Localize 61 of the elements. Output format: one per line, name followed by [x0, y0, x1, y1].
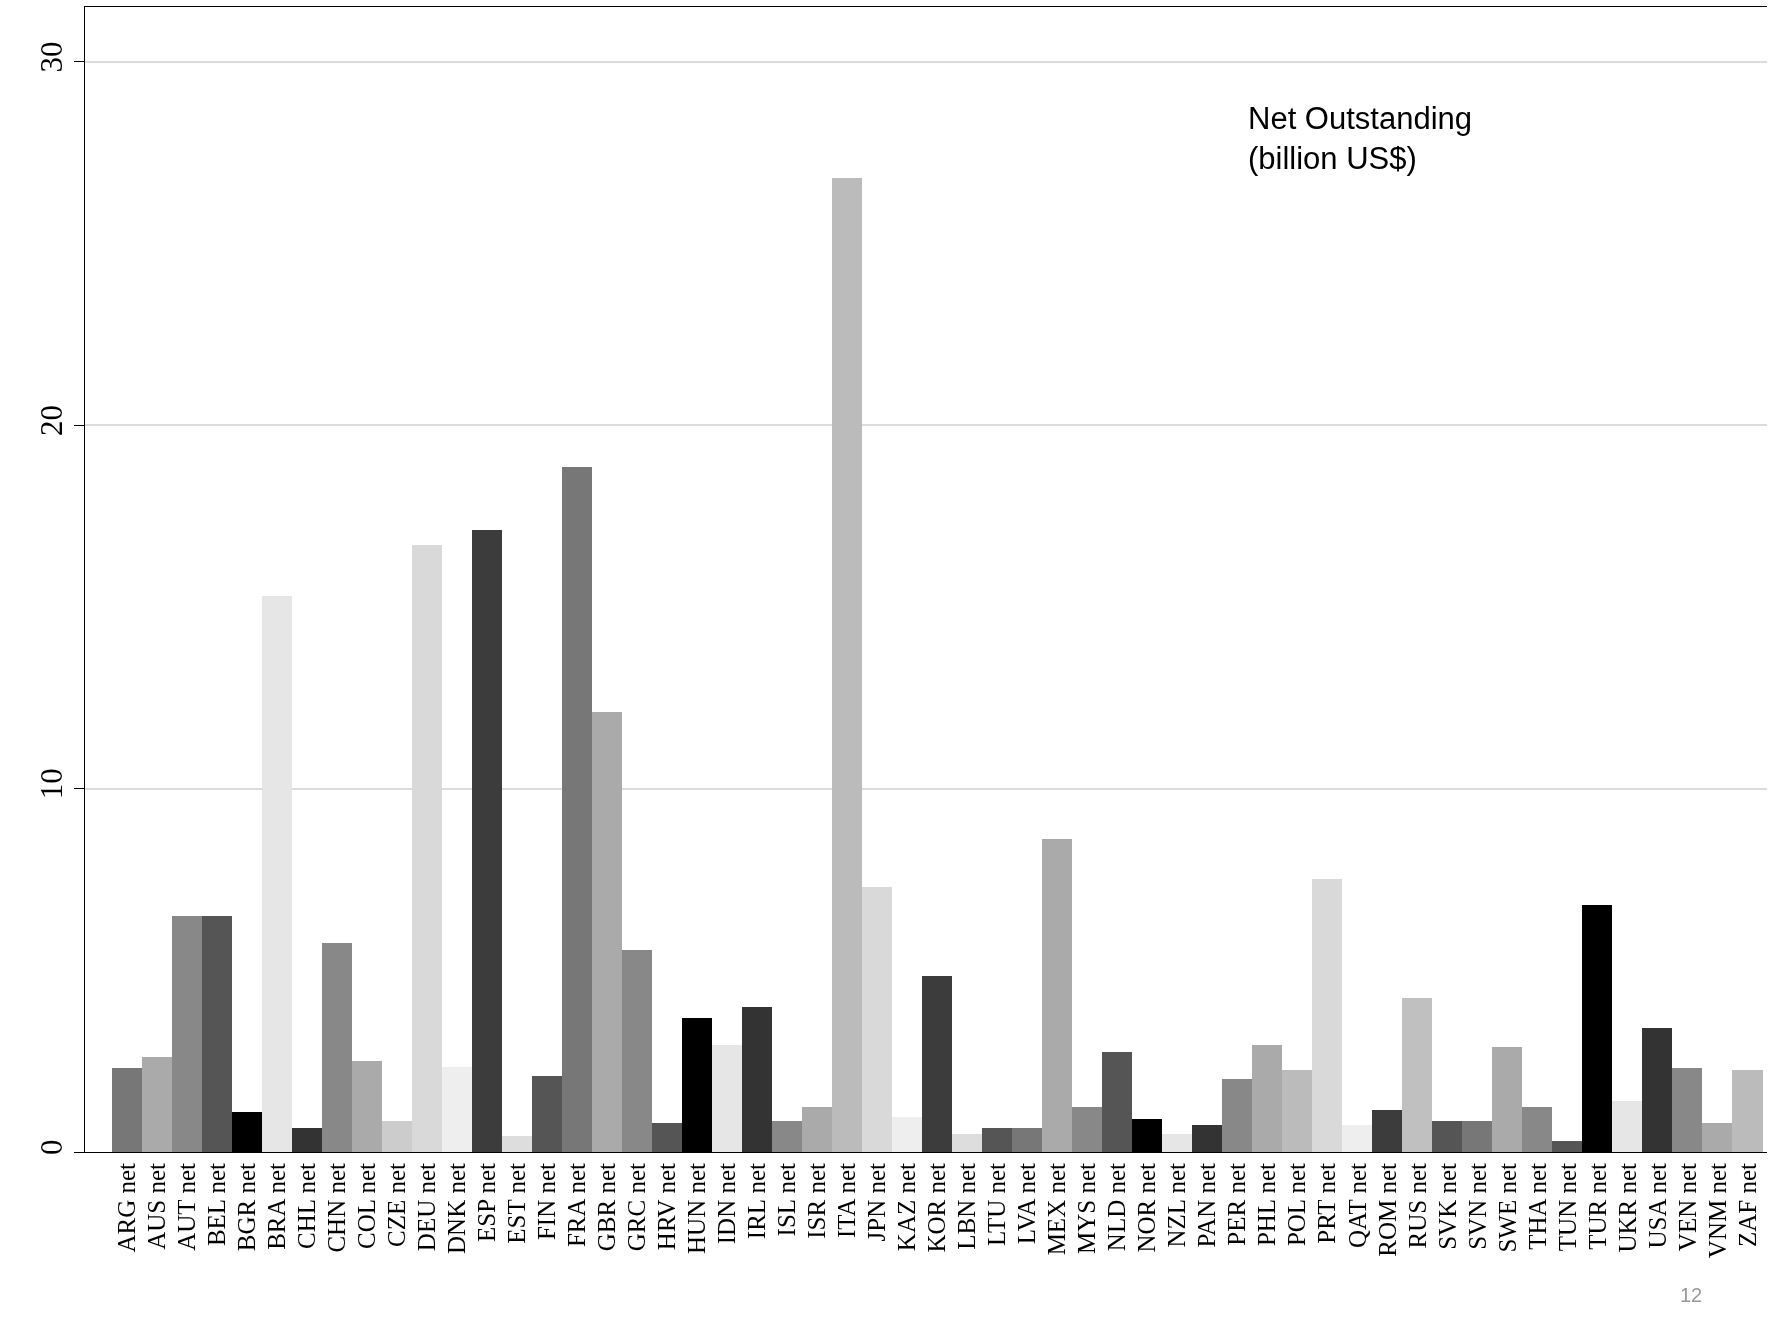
x-tick-label: MEX net [1043, 1162, 1071, 1256]
x-tick-label: SVK net [1433, 1162, 1461, 1250]
x-tick-label: SWE net [1493, 1162, 1521, 1253]
x-tick-label: KOR net [923, 1162, 951, 1253]
x-tick-label: HRV net [653, 1162, 681, 1251]
x-tick-label: JPN net [863, 1162, 891, 1242]
x-tick-label: ESP net [473, 1162, 501, 1242]
x-tick-label: PRT net [1313, 1162, 1341, 1244]
x-tick-label: ITA net [833, 1162, 861, 1239]
x-tick-label: KAZ net [893, 1162, 921, 1252]
x-tick-label: AUS net [143, 1162, 171, 1250]
x-tick-label: QAT net [1343, 1162, 1371, 1248]
x-tick-label: GRC net [623, 1162, 651, 1252]
x-tick-label: FIN net [533, 1162, 561, 1241]
x-tick-label: VEN net [1673, 1162, 1701, 1252]
x-tick-label: BRA net [263, 1162, 291, 1250]
text: 12 [1680, 1284, 1703, 1306]
x-tick-label: VNM net [1703, 1162, 1731, 1259]
x-tick-label: HUN net [683, 1162, 711, 1254]
x-tick-label: GBR net [593, 1162, 621, 1252]
x-tick-label: COL net [353, 1162, 381, 1249]
x-tick-label: THA net [1523, 1162, 1551, 1250]
x-tick-label: DEU net [413, 1162, 441, 1252]
y-tick-label: 0 [33, 1139, 69, 1156]
x-tick-label: TUR net [1583, 1162, 1611, 1250]
x-tick-label: PER net [1223, 1162, 1251, 1246]
x-tick-label: DNK net [443, 1162, 471, 1254]
x-tick-label: LTU net [983, 1162, 1011, 1247]
x-tick-label: UKR net [1613, 1162, 1641, 1253]
x-tick-label: ZAF net [1733, 1162, 1761, 1248]
x-tick-label: IDN net [713, 1162, 741, 1245]
x-tick-label: PHL net [1253, 1162, 1281, 1247]
x-tick-label: BEL net [203, 1162, 231, 1247]
x-tick-label: ARG net [113, 1162, 141, 1253]
x-tick-label: TUN net [1553, 1162, 1581, 1252]
x-tick-label: ISL net [773, 1162, 801, 1237]
x-tick-label: RUS net [1403, 1162, 1431, 1249]
x-tick-label: USA net [1643, 1162, 1671, 1249]
x-tick-label: IRL net [743, 1162, 771, 1240]
y-tick-label: 10 [33, 768, 69, 800]
y-tick-label: 20 [33, 404, 69, 436]
x-tick-label: CZE net [383, 1162, 411, 1248]
x-tick-label: FRA net [563, 1162, 591, 1248]
x-tick-label: MYS net [1073, 1162, 1101, 1254]
x-tick-label: NOR net [1133, 1162, 1161, 1253]
x-tick-label: CHN net [323, 1162, 351, 1253]
x-tick-label: ROM net [1373, 1162, 1401, 1257]
x-tick-label: LVA net [1013, 1162, 1041, 1245]
annotation: Net Outstanding (billion US$) [1248, 101, 1473, 177]
x-tick-label: BGR net [233, 1162, 261, 1252]
x-tick-label: POL net [1283, 1162, 1311, 1247]
x-tick-label: PAN net [1193, 1162, 1221, 1248]
x-tick-label: AUT net [173, 1162, 201, 1251]
x-tick-label: LBN net [953, 1162, 981, 1250]
x-tick-label: SVN net [1463, 1162, 1491, 1250]
x-tick-label: NLD net [1103, 1162, 1131, 1252]
x-tick-label: CHL net [293, 1162, 321, 1249]
y-tick-label: 30 [33, 41, 69, 73]
x-tick-label: EST net [503, 1162, 531, 1244]
x-tick-label: ISR net [803, 1162, 831, 1239]
x-tick-label: NZL net [1163, 1162, 1191, 1248]
